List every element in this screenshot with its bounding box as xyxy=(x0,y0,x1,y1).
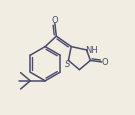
Text: O: O xyxy=(102,58,108,67)
Text: S: S xyxy=(65,59,70,68)
Text: NH: NH xyxy=(85,45,98,54)
Text: O: O xyxy=(52,16,58,25)
